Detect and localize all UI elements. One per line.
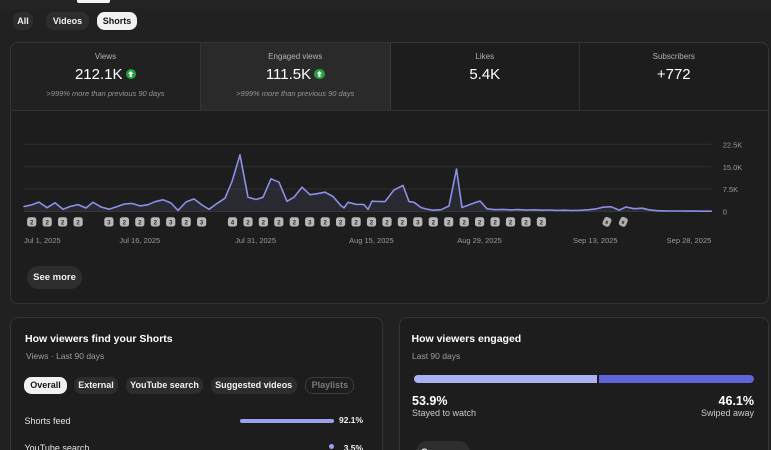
svg-text:2: 2 — [154, 219, 158, 226]
svg-text:2: 2 — [293, 219, 297, 226]
svg-text:2: 2 — [323, 219, 327, 226]
svg-text:2: 2 — [462, 219, 466, 226]
svg-text:2: 2 — [447, 219, 451, 226]
svg-text:2: 2 — [540, 219, 544, 226]
svg-text:2: 2 — [246, 219, 250, 226]
svg-text:2: 2 — [370, 219, 374, 226]
svg-text:22.5K: 22.5K — [723, 140, 743, 149]
svg-text:2: 2 — [478, 219, 482, 226]
svg-text:7.5K: 7.5K — [723, 185, 738, 194]
svg-text:3: 3 — [308, 219, 312, 226]
svg-text:3: 3 — [107, 219, 111, 226]
svg-text:Jul 1, 2025: Jul 1, 2025 — [24, 236, 61, 245]
svg-text:2: 2 — [184, 219, 188, 226]
svg-text:2: 2 — [385, 219, 389, 226]
svg-text:4: 4 — [231, 219, 235, 226]
svg-text:2: 2 — [524, 219, 528, 226]
svg-text:2: 2 — [493, 219, 497, 226]
svg-text:2: 2 — [76, 219, 80, 226]
svg-text:2: 2 — [509, 219, 513, 226]
svg-text:2: 2 — [61, 219, 65, 226]
svg-text:2: 2 — [277, 219, 281, 226]
svg-text:2: 2 — [123, 219, 127, 226]
svg-text:2: 2 — [354, 219, 358, 226]
svg-text:Aug 29, 2025: Aug 29, 2025 — [457, 236, 502, 245]
svg-text:0: 0 — [723, 207, 727, 216]
svg-text:2: 2 — [432, 219, 436, 226]
svg-text:2: 2 — [45, 219, 49, 226]
svg-text:2: 2 — [339, 219, 343, 226]
svg-text:3: 3 — [200, 219, 204, 226]
svg-text:2: 2 — [30, 219, 34, 226]
svg-text:Jul 31, 2025: Jul 31, 2025 — [235, 236, 276, 245]
svg-text:3: 3 — [416, 219, 420, 226]
svg-text:Aug 15, 2025: Aug 15, 2025 — [349, 236, 394, 245]
svg-text:2: 2 — [138, 219, 142, 226]
svg-text:Jul 16, 2025: Jul 16, 2025 — [119, 236, 160, 245]
svg-text:2: 2 — [401, 219, 405, 226]
svg-text:3: 3 — [169, 219, 173, 226]
svg-text:Sep 13, 2025: Sep 13, 2025 — [573, 236, 618, 245]
svg-text:2: 2 — [262, 219, 266, 226]
svg-text:15.0K: 15.0K — [723, 162, 743, 171]
svg-text:Sep 28, 2025: Sep 28, 2025 — [667, 236, 712, 245]
